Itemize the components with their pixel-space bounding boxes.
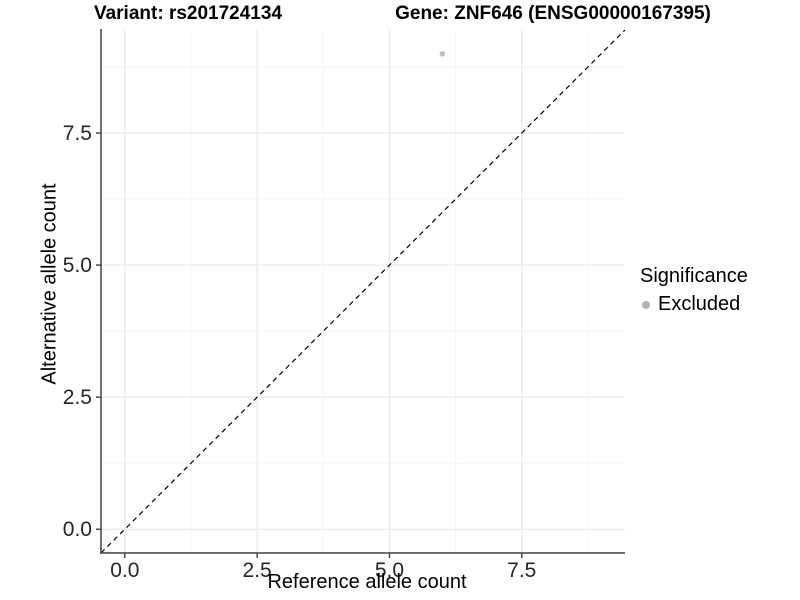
variant-title: Variant: rs201724134 [93, 3, 283, 24]
legend-title: Significance [640, 265, 748, 287]
y-tick-label: 0.0 [63, 518, 92, 541]
legend-item-label: Excluded [658, 293, 741, 315]
y-axis-title: Alternative allele count [38, 183, 61, 385]
legend-item-excluded: Excluded [640, 293, 748, 316]
x-tick-label: 7.5 [507, 559, 536, 582]
x-tick-label: 2.5 [243, 559, 272, 582]
x-tick-label: 0.0 [110, 559, 139, 582]
y-tick-label: 5.0 [63, 254, 92, 277]
y-tick-label: 7.5 [63, 122, 92, 145]
x-tick-label: 5.0 [375, 559, 404, 582]
legend: Significance Excluded [640, 265, 748, 316]
data-point [439, 50, 446, 57]
x-axis-title: Reference allele count [267, 571, 467, 593]
gene-title: Gene: ZNF646 (ENSG00000167395) [395, 3, 711, 24]
y-tick-label: 2.5 [63, 386, 92, 409]
legend-point-icon [642, 300, 650, 309]
identity-reference-line [100, 29, 626, 554]
